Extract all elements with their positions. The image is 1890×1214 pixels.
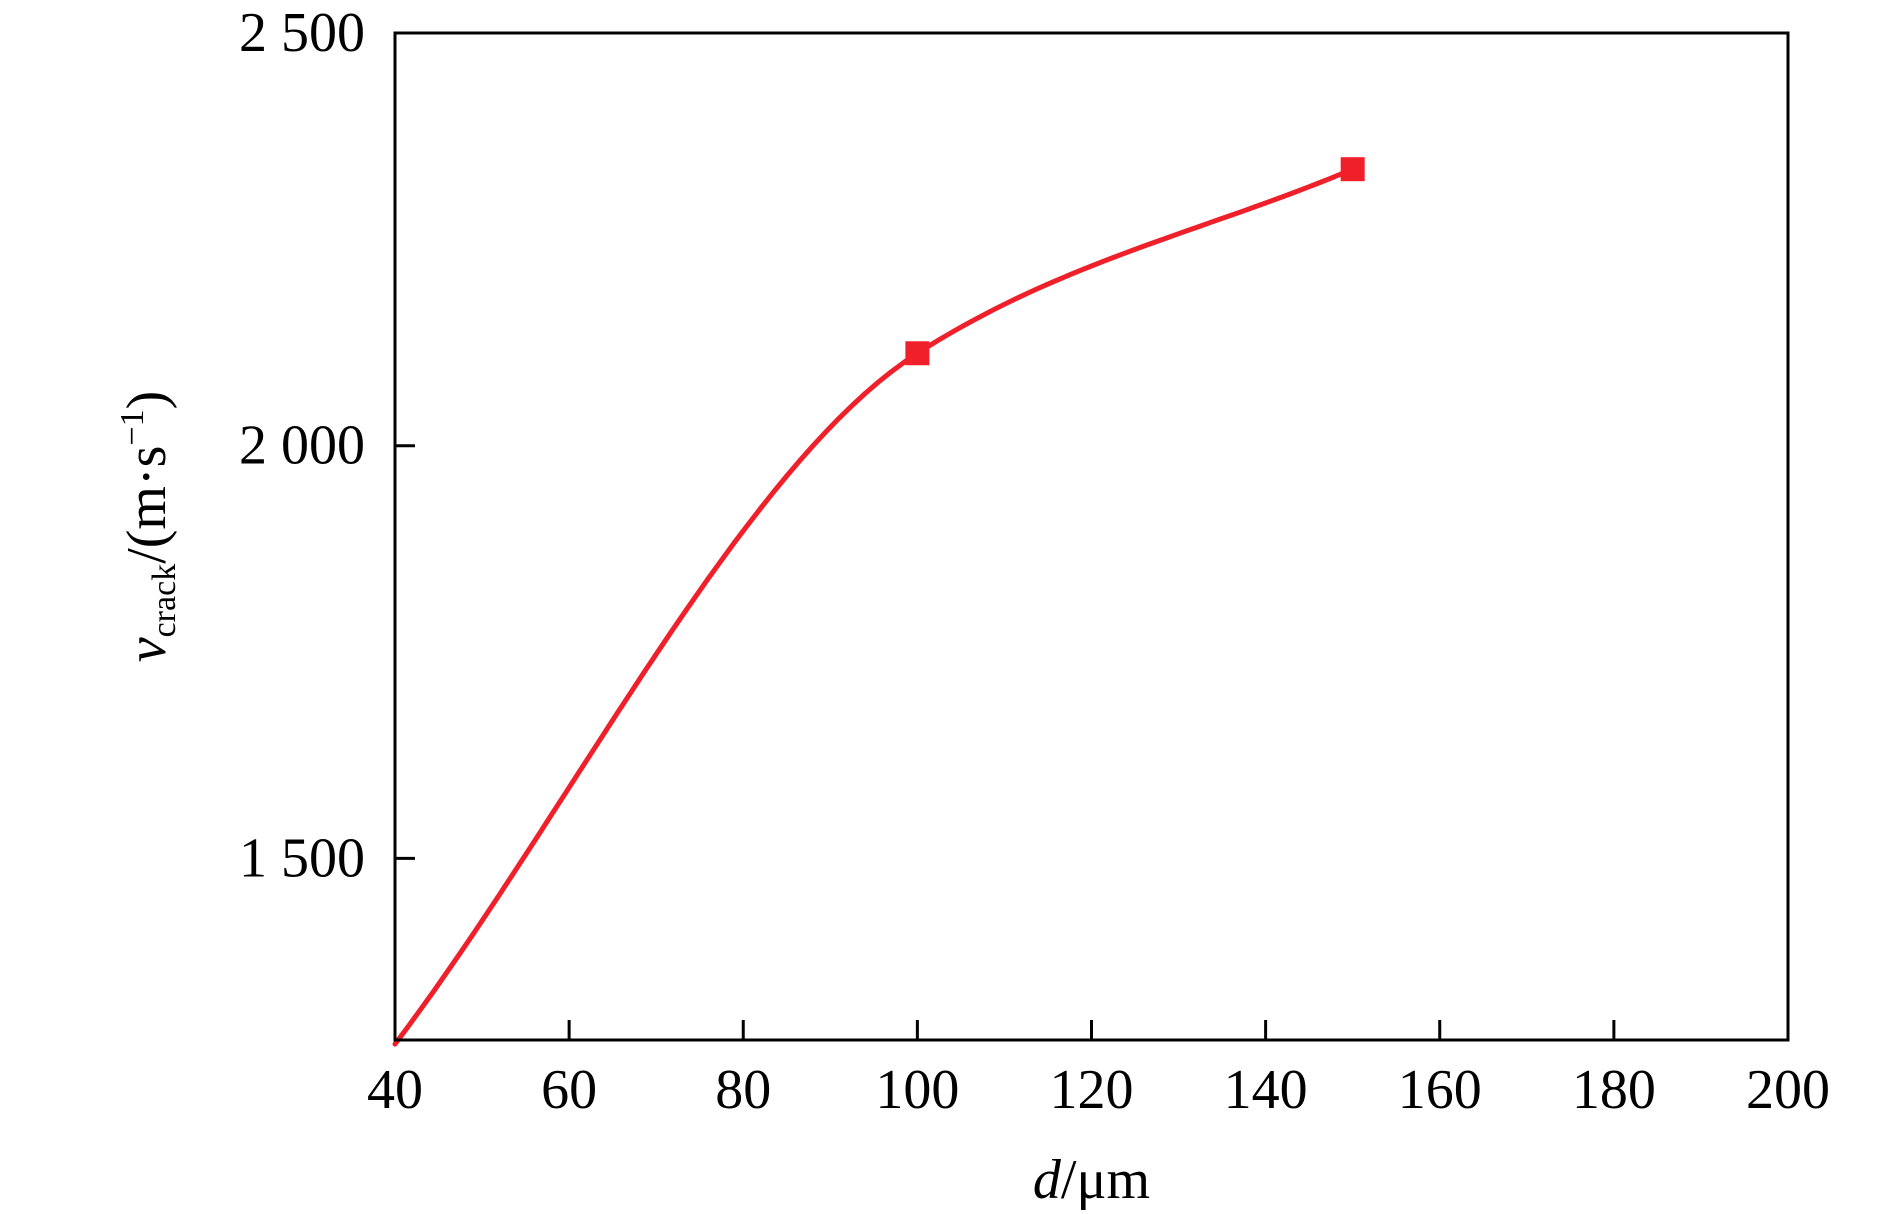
y-tick-label: 1 500 [239, 827, 365, 889]
y-axis-subscript: crack [146, 564, 183, 638]
y-axis-unit-post: ) [116, 391, 178, 410]
x-tick-label: 120 [1050, 1059, 1134, 1121]
x-tick-label: 140 [1224, 1059, 1308, 1121]
x-axis-label: d/μm [1033, 1149, 1150, 1211]
series-line [392, 166, 1356, 1047]
x-tick-label: 200 [1746, 1059, 1830, 1121]
y-axis-var: v [116, 637, 178, 662]
axis-ticks [393, 31, 1790, 1040]
x-axis-unit: /μm [1061, 1149, 1150, 1211]
tick-labels: 40 60 80 100 120 140 160 180 200 1 500 2 000 2 500 [239, 2, 1830, 1121]
data-point-marker [1340, 157, 1365, 182]
plot-frame [393, 31, 1790, 1042]
y-axis-label: vcrack/(m·s−1) [114, 391, 183, 663]
x-tick-label: 40 [367, 1059, 423, 1121]
y-axis-superscript: −1 [114, 409, 151, 445]
x-tick-label: 100 [875, 1059, 959, 1121]
x-tick-label: 180 [1572, 1059, 1656, 1121]
y-axis-unit-pre: /(m·s [116, 446, 178, 564]
series-layer [392, 157, 1365, 1047]
x-tick-label: 60 [541, 1059, 597, 1121]
x-axis-var: d [1033, 1149, 1062, 1211]
y-tick-label: 2 500 [239, 2, 365, 64]
y-tick-label: 2 000 [239, 415, 365, 477]
x-tick-label: 80 [715, 1059, 771, 1121]
data-point-marker [905, 341, 930, 366]
x-tick-label: 160 [1398, 1059, 1482, 1121]
